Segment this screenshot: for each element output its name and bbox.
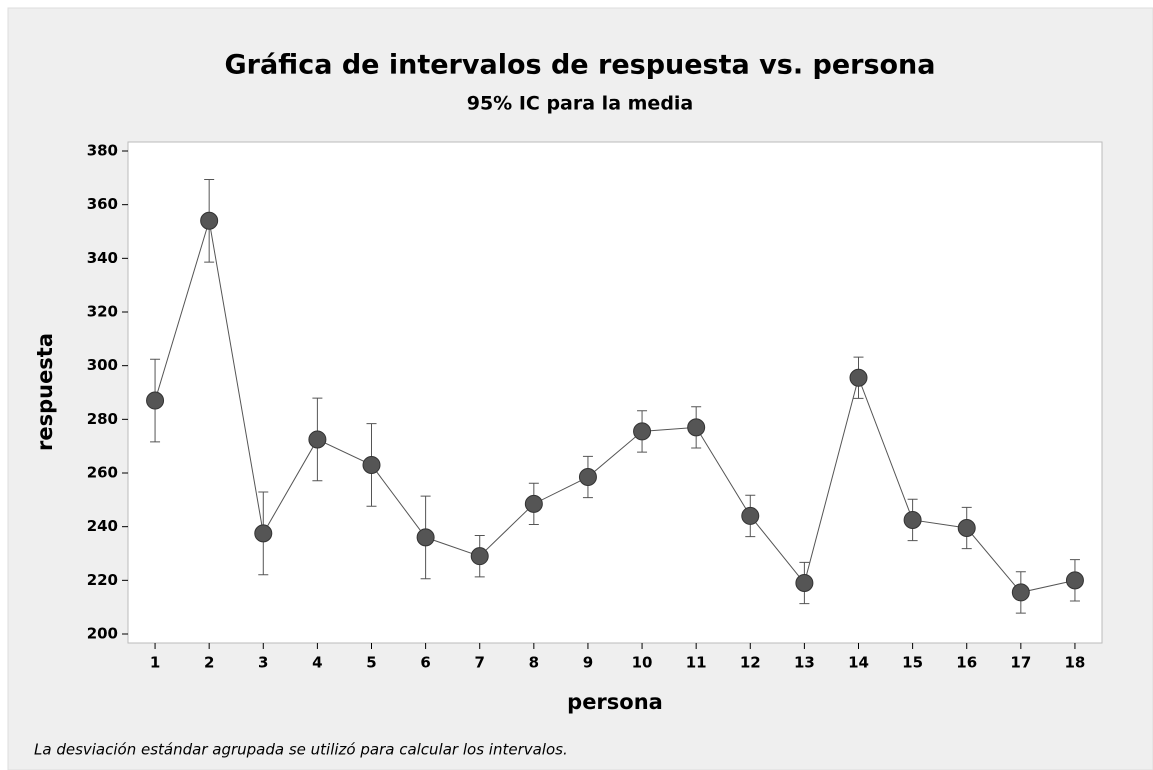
x-tick-label: 4 xyxy=(312,654,322,672)
marker xyxy=(741,506,760,525)
y-tick-label: 320 xyxy=(87,303,118,321)
x-tick-label: 18 xyxy=(1065,654,1086,672)
marker xyxy=(903,510,922,529)
x-tick-label: 16 xyxy=(956,654,977,672)
x-axis-label: persona xyxy=(567,690,663,714)
marker xyxy=(416,528,435,547)
x-tick-label: 17 xyxy=(1010,654,1031,672)
y-tick-label: 200 xyxy=(87,625,118,643)
x-tick-label: 5 xyxy=(366,654,376,672)
marker xyxy=(687,418,706,437)
marker xyxy=(795,574,814,593)
x-tick-label: 9 xyxy=(583,654,593,672)
y-tick-label: 340 xyxy=(87,249,118,267)
plot-area xyxy=(127,141,1103,644)
marker xyxy=(362,455,381,474)
chart-subtitle: 95% IC para la media xyxy=(467,93,694,115)
marker xyxy=(1011,583,1030,602)
marker xyxy=(470,547,489,566)
marker xyxy=(200,211,219,230)
y-tick-label: 260 xyxy=(87,464,118,482)
x-tick-label: 2 xyxy=(204,654,214,672)
y-tick-label: 240 xyxy=(87,517,118,535)
marker xyxy=(146,391,165,410)
x-tick-label: 10 xyxy=(632,654,653,672)
y-axis-label: respuesta xyxy=(33,333,57,451)
x-tick-label: 11 xyxy=(686,654,707,672)
y-tick-label: 300 xyxy=(87,356,118,374)
x-tick-label: 6 xyxy=(420,654,430,672)
marker xyxy=(633,422,652,441)
marker xyxy=(524,494,543,513)
x-tick-label: 12 xyxy=(740,654,761,672)
marker xyxy=(957,519,976,538)
x-tick-label: 1 xyxy=(150,654,160,672)
line xyxy=(154,220,1076,593)
x-tick-label: 3 xyxy=(258,654,268,672)
marker xyxy=(578,468,597,487)
y-tick-label: 220 xyxy=(87,571,118,589)
footnote: La desviación estándar agrupada se utili… xyxy=(34,741,568,759)
y-tick-label: 280 xyxy=(87,410,118,428)
marker xyxy=(849,368,868,387)
x-tick-label: 7 xyxy=(475,654,485,672)
x-tick-label: 8 xyxy=(529,654,539,672)
marker xyxy=(1065,571,1084,590)
x-tick-label: 14 xyxy=(848,654,869,672)
marker xyxy=(254,524,273,543)
y-tick-label: 380 xyxy=(87,142,118,160)
chart-title: Gráfica de intervalos de respuesta vs. p… xyxy=(224,50,935,81)
y-tick-label: 360 xyxy=(87,195,118,213)
marker xyxy=(308,430,327,449)
x-tick-label: 13 xyxy=(794,654,815,672)
x-tick-label: 15 xyxy=(902,654,923,672)
